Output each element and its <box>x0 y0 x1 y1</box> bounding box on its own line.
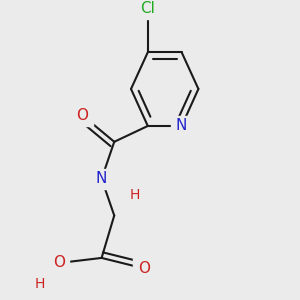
Text: H: H <box>35 277 45 291</box>
Bar <box>171 116 192 136</box>
Text: O: O <box>138 261 150 276</box>
Text: Cl: Cl <box>140 2 155 16</box>
Text: N: N <box>176 118 187 134</box>
Text: O: O <box>76 108 88 123</box>
Text: H: H <box>130 188 140 202</box>
Bar <box>72 105 93 126</box>
Bar <box>49 253 70 273</box>
Text: N: N <box>96 171 107 186</box>
Bar <box>134 0 161 19</box>
Bar <box>134 258 154 279</box>
Text: O: O <box>53 256 65 271</box>
Bar <box>91 169 112 189</box>
